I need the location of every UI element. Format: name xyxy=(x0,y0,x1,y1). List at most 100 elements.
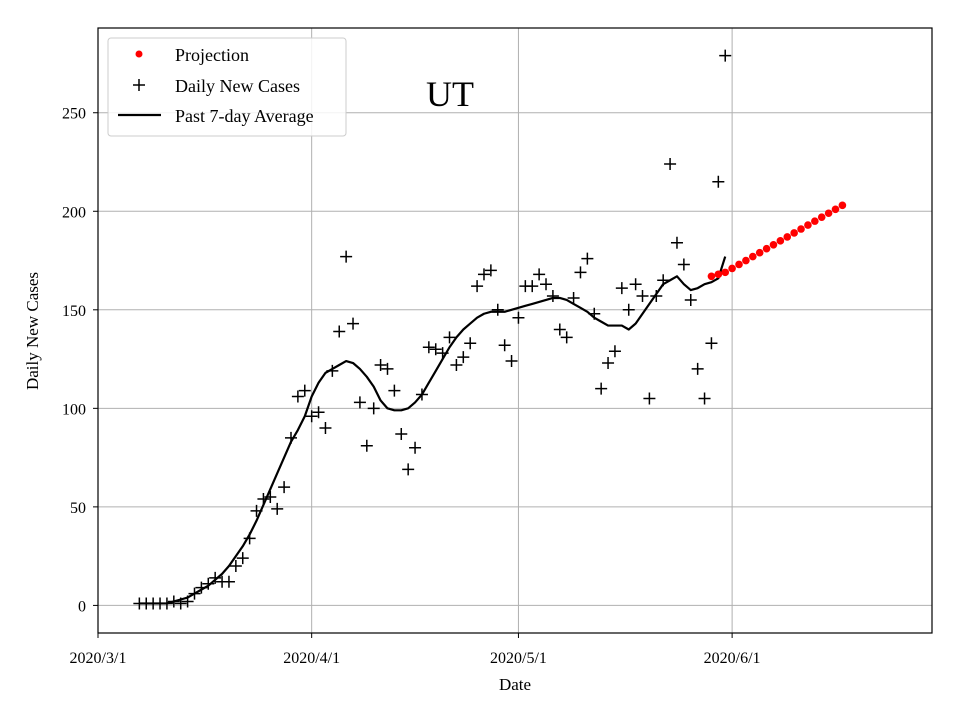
chart-annotation: UT xyxy=(426,74,474,114)
daily-case-point xyxy=(291,390,304,403)
daily-case-point xyxy=(209,571,222,584)
projection-point xyxy=(824,209,833,218)
daily-case-point xyxy=(719,49,732,62)
projection-point xyxy=(762,244,771,253)
daily-case-point xyxy=(402,463,415,476)
y-tick-label: 200 xyxy=(62,204,86,221)
projection-point xyxy=(804,221,812,229)
average-line xyxy=(139,256,727,605)
projection-point xyxy=(707,272,716,281)
daily-case-point xyxy=(450,358,463,371)
daily-case-point xyxy=(195,581,208,594)
daily-case-point xyxy=(670,236,683,249)
projection-point xyxy=(811,217,819,225)
daily-case-point xyxy=(250,504,263,517)
daily-case-point xyxy=(498,339,511,352)
daily-case-point xyxy=(264,491,277,504)
daily-case-point xyxy=(505,355,518,368)
daily-case-point xyxy=(677,258,690,271)
daily-case-point xyxy=(222,575,235,588)
daily-case-point xyxy=(629,278,642,291)
daily-case-point xyxy=(367,402,380,415)
daily-case-point xyxy=(429,343,442,356)
daily-case-point xyxy=(540,278,553,291)
daily-case-point xyxy=(381,362,394,375)
y-axis-ticks: 0 50 100 150 200 250 xyxy=(62,106,98,615)
daily-case-point xyxy=(615,282,628,295)
daily-case-point xyxy=(326,364,339,377)
daily-case-point xyxy=(650,290,663,303)
daily-case-point xyxy=(636,290,649,303)
daily-case-point xyxy=(664,157,677,170)
daily-case-point xyxy=(415,388,428,401)
daily-case-point xyxy=(698,392,711,405)
projection-point xyxy=(748,252,757,261)
daily-case-point xyxy=(477,268,490,281)
y-axis-label: Daily New Cases xyxy=(23,272,42,390)
daily-case-point xyxy=(236,552,249,565)
daily-case-point xyxy=(174,597,187,610)
daily-case-point xyxy=(602,357,615,370)
daily-case-point xyxy=(691,362,704,375)
daily-case-point xyxy=(491,303,504,316)
daily-case-point xyxy=(395,427,408,440)
daily-case-point xyxy=(305,410,318,423)
daily-case-point xyxy=(181,595,194,608)
projection-point xyxy=(797,225,805,233)
daily-case-point xyxy=(388,384,401,397)
daily-case-point xyxy=(657,274,670,287)
projection-point xyxy=(783,233,792,241)
daily-case-point xyxy=(526,280,539,293)
daily-case-point xyxy=(608,345,621,358)
legend: Projection Daily New Cases Past 7-day Av… xyxy=(107,37,347,137)
projection-point xyxy=(817,213,826,221)
daily-case-point xyxy=(705,337,718,350)
daily-case-point xyxy=(622,303,635,316)
daily-case-point xyxy=(298,384,311,397)
projection-point xyxy=(742,256,750,265)
daily-case-point xyxy=(443,331,456,344)
daily-case-point xyxy=(436,347,449,360)
daily-case-point xyxy=(319,422,332,435)
daily-case-point xyxy=(257,492,270,505)
projection-point xyxy=(769,240,778,249)
y-tick-label: 0 xyxy=(78,598,86,615)
daily-case-point xyxy=(712,175,725,188)
legend-label-daily-new-cases: Daily New Cases xyxy=(175,76,300,96)
x-tick-label: 2020/4/1 xyxy=(283,650,340,667)
daily-case-point xyxy=(588,307,601,320)
series-layer xyxy=(133,49,847,610)
daily-case-point xyxy=(347,317,360,330)
plot-frame xyxy=(97,27,933,634)
daily-case-point xyxy=(271,502,284,515)
daily-case-point xyxy=(202,577,215,590)
daily-case-point xyxy=(229,559,242,572)
daily-case-point xyxy=(560,331,573,344)
projection-point xyxy=(721,268,730,277)
projection-markers xyxy=(707,201,847,281)
x-tick-label: 2020/6/1 xyxy=(704,650,761,667)
daily-case-point xyxy=(512,311,525,324)
y-tick-label: 50 xyxy=(70,500,86,517)
daily-case-point xyxy=(595,382,608,395)
daily-case-point xyxy=(574,266,587,279)
daily-case-point xyxy=(643,392,656,405)
daily-case-point xyxy=(422,341,435,354)
daily-case-point xyxy=(340,250,353,263)
daily-case-point xyxy=(243,532,256,545)
legend-label-7-day-average: Past 7-day Average xyxy=(175,106,314,126)
daily-case-point xyxy=(160,597,173,610)
projection-point xyxy=(776,237,785,245)
daily-case-point xyxy=(278,481,291,494)
legend-label-projection: Projection xyxy=(175,45,249,65)
daily-case-point xyxy=(484,264,497,277)
y-tick-label: 250 xyxy=(62,106,86,123)
daily-case-point xyxy=(457,351,470,364)
daily-case-point xyxy=(553,323,566,336)
y-tick-label: 100 xyxy=(62,401,86,418)
x-tick-label: 2020/3/1 xyxy=(70,650,127,667)
daily-case-point xyxy=(464,337,477,350)
daily-case-point xyxy=(546,290,559,303)
daily-case-point xyxy=(374,358,387,371)
